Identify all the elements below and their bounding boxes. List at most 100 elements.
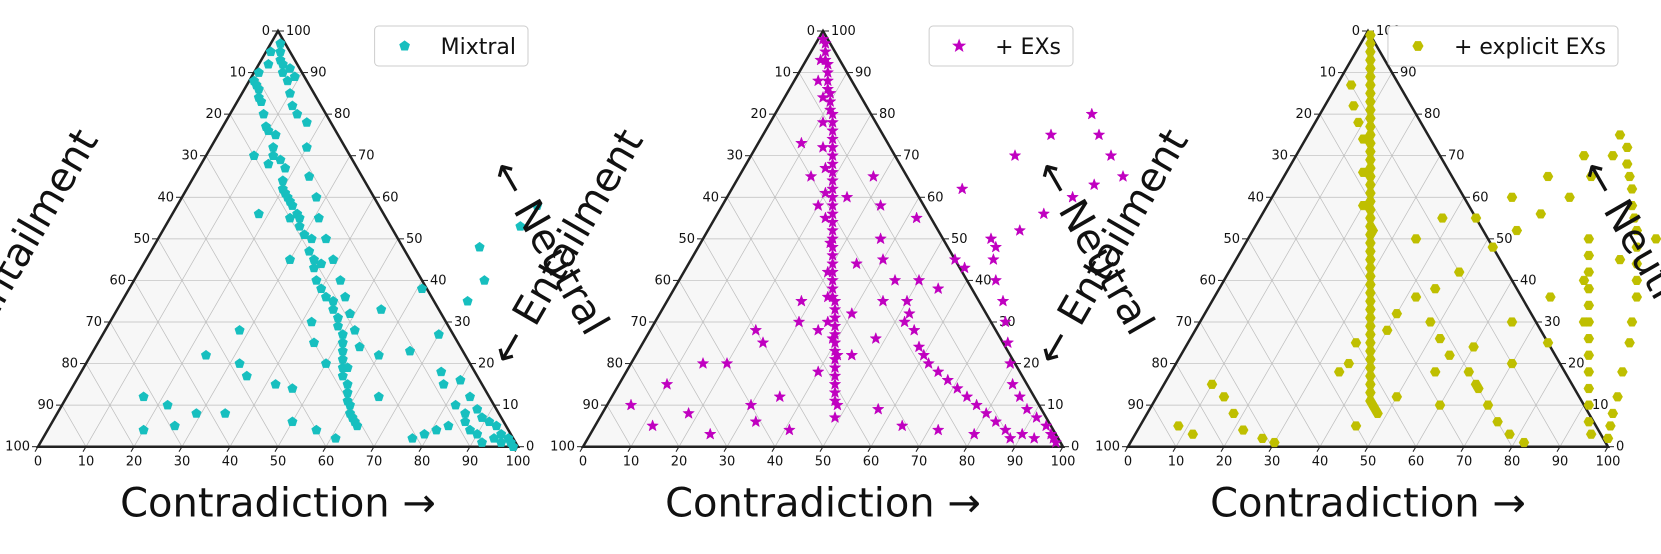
tick-mark (1011, 446, 1016, 452)
right-tick-label: 0 (526, 440, 534, 455)
data-point (1020, 402, 1034, 415)
grid-line (109, 321, 183, 447)
data-point (1583, 334, 1595, 344)
data-point (1614, 255, 1626, 265)
data-point (1357, 167, 1369, 177)
data-point (284, 212, 296, 223)
data-point (1583, 367, 1595, 377)
data-point (624, 398, 638, 411)
data-point (433, 329, 444, 339)
data-point (1365, 30, 1376, 40)
data-point (265, 46, 276, 57)
data-point (340, 291, 351, 302)
grid-line (1271, 155, 1441, 447)
data-point (773, 390, 787, 403)
data-point (1492, 417, 1503, 427)
data-point (1468, 342, 1479, 352)
tick-mark (130, 446, 135, 452)
data-point (850, 257, 863, 270)
data-point (898, 315, 911, 328)
data-point (416, 283, 428, 294)
right-tick-label: 0 (1616, 440, 1624, 455)
data-point (903, 306, 916, 320)
data-point (845, 306, 859, 320)
left-tick-label: 60 (1199, 273, 1216, 288)
data-point (811, 74, 825, 87)
bottom-tick-label: 80 (414, 455, 431, 470)
data-point (1092, 128, 1106, 141)
bottom-tick-label: 90 (1007, 455, 1024, 470)
data-point (200, 349, 212, 360)
data-point (1365, 80, 1376, 90)
right-tick-label: 90 (310, 66, 327, 81)
data-point (335, 275, 346, 285)
right-tick-label: 60 (382, 190, 399, 205)
data-point (1607, 408, 1619, 419)
tick-mark (466, 446, 471, 452)
data-point (476, 437, 488, 447)
data-point (476, 412, 488, 422)
data-point (1365, 47, 1376, 57)
tick-mark (867, 446, 872, 452)
tick-mark (1220, 446, 1225, 452)
bottom-tick-label: 10 (78, 455, 95, 470)
right-tick-label: 100 (286, 24, 311, 39)
bottom-axis-title: Contradiction → (1210, 481, 1526, 527)
data-point (191, 408, 202, 418)
right-tick-label: 100 (831, 24, 856, 39)
tick-mark (1124, 446, 1129, 452)
data-point (472, 428, 483, 439)
data-point (646, 419, 659, 432)
grid-line (61, 404, 87, 447)
data-point (816, 115, 830, 128)
data-point (263, 158, 274, 169)
data-point (1564, 192, 1575, 202)
data-point (1631, 259, 1643, 269)
data-point (162, 399, 173, 410)
right-tick-label: 40 (975, 273, 992, 288)
data-point (316, 283, 327, 294)
data-point (1612, 392, 1623, 402)
bottom-tick-label: 50 (815, 455, 832, 470)
data-point (1049, 435, 1063, 448)
data-point (301, 142, 312, 152)
data-point (1037, 207, 1051, 220)
data-point (1365, 155, 1376, 165)
left-tick-label: 20 (750, 107, 767, 122)
data-point (795, 136, 808, 149)
data-point (138, 424, 149, 435)
left-tick-label: 100 (1095, 440, 1120, 455)
data-point (1027, 431, 1041, 444)
grid-line (157, 238, 279, 447)
data-point (1631, 292, 1643, 302)
data-point (1013, 390, 1027, 403)
bottom-tick-label: 10 (1168, 455, 1185, 470)
right-tick-label: 80 (1424, 107, 1441, 122)
data-point (287, 200, 298, 210)
data-point (917, 348, 931, 361)
bottom-tick-label: 70 (911, 455, 928, 470)
tick-mark (915, 446, 920, 452)
data-point (931, 365, 945, 378)
data-point (1030, 410, 1043, 424)
data-point (1206, 379, 1218, 389)
data-point (1410, 292, 1422, 302)
bottom-tick-label: 90 (1552, 455, 1569, 470)
data-point (263, 125, 274, 136)
data-point (311, 191, 322, 202)
tick-mark (418, 446, 423, 452)
left-tick-label: 40 (702, 190, 719, 205)
data-point (320, 291, 332, 302)
right-tick-label: 80 (879, 107, 896, 122)
bottom-tick-label: 60 (1408, 455, 1425, 470)
bottom-tick-label: 100 (1051, 455, 1076, 470)
data-point (1365, 180, 1376, 190)
data-point (1482, 400, 1494, 410)
right-tick-label: 90 (855, 66, 872, 81)
data-point (1578, 151, 1590, 161)
right-tick-label: 80 (334, 107, 351, 122)
left-tick-label: 50 (678, 232, 695, 247)
data-point (1039, 419, 1053, 432)
right-tick-label: 60 (927, 190, 944, 205)
right-tick-label: 40 (1520, 273, 1537, 288)
